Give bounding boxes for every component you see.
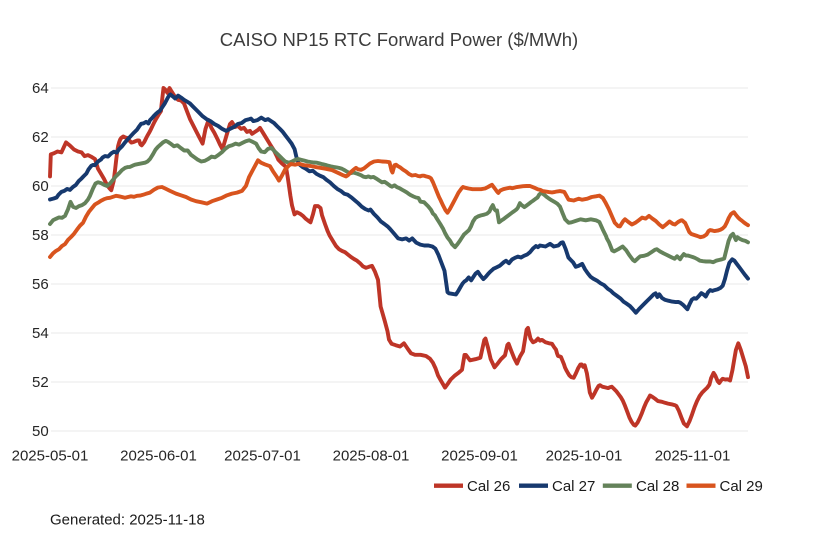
svg-text:50: 50 bbox=[32, 423, 49, 440]
svg-text:54: 54 bbox=[32, 325, 49, 342]
svg-text:Cal 27: Cal 27 bbox=[552, 478, 595, 495]
svg-text:2025-07-01: 2025-07-01 bbox=[224, 448, 301, 465]
svg-text:Cal 28: Cal 28 bbox=[636, 478, 679, 495]
svg-text:62: 62 bbox=[32, 129, 49, 146]
svg-text:64: 64 bbox=[32, 80, 49, 97]
svg-text:2025-09-01: 2025-09-01 bbox=[441, 448, 518, 465]
svg-text:58: 58 bbox=[32, 227, 49, 244]
svg-text:Cal 26: Cal 26 bbox=[467, 478, 510, 495]
svg-text:CAISO NP15 RTC Forward Power (: CAISO NP15 RTC Forward Power ($/MWh) bbox=[220, 29, 578, 50]
svg-text:Generated: 2025-11-18: Generated: 2025-11-18 bbox=[50, 512, 205, 529]
svg-text:2025-05-01: 2025-05-01 bbox=[12, 448, 89, 465]
svg-text:Cal 29: Cal 29 bbox=[720, 478, 763, 495]
svg-text:2025-08-01: 2025-08-01 bbox=[333, 448, 410, 465]
svg-text:52: 52 bbox=[32, 374, 49, 391]
svg-text:2025-06-01: 2025-06-01 bbox=[120, 448, 197, 465]
svg-text:2025-11-01: 2025-11-01 bbox=[655, 448, 731, 465]
svg-text:60: 60 bbox=[32, 178, 49, 195]
svg-text:2025-10-01: 2025-10-01 bbox=[546, 448, 623, 465]
svg-text:56: 56 bbox=[32, 276, 49, 293]
